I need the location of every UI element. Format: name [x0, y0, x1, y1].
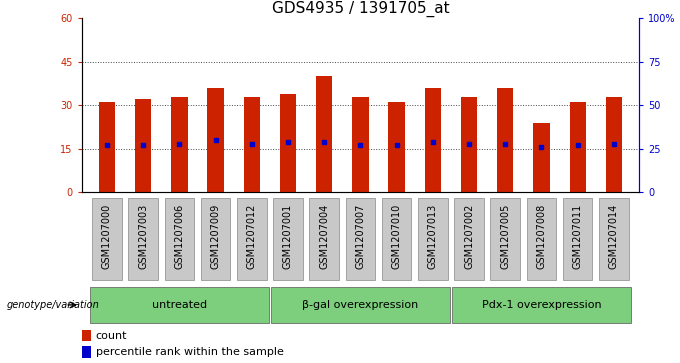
Bar	[207, 88, 224, 192]
FancyBboxPatch shape	[563, 198, 592, 280]
Text: GSM1207013: GSM1207013	[428, 203, 438, 269]
FancyBboxPatch shape	[90, 287, 269, 323]
Text: GSM1207002: GSM1207002	[464, 203, 474, 269]
Bar	[461, 97, 477, 192]
FancyBboxPatch shape	[273, 198, 303, 280]
Text: GSM1207011: GSM1207011	[573, 203, 583, 269]
Text: GSM1207007: GSM1207007	[356, 203, 365, 269]
Text: GSM1207004: GSM1207004	[319, 203, 329, 269]
FancyBboxPatch shape	[452, 287, 631, 323]
Bar	[82, 346, 91, 358]
Bar	[606, 97, 622, 192]
Text: GSM1207006: GSM1207006	[174, 203, 184, 269]
FancyBboxPatch shape	[526, 198, 556, 280]
Text: GSM1207005: GSM1207005	[500, 203, 510, 269]
FancyBboxPatch shape	[454, 198, 484, 280]
FancyBboxPatch shape	[599, 198, 629, 280]
Bar	[99, 102, 115, 192]
Bar	[570, 102, 585, 192]
FancyBboxPatch shape	[201, 198, 231, 280]
Bar	[82, 330, 91, 341]
Text: Pdx-1 overexpression: Pdx-1 overexpression	[481, 300, 601, 310]
FancyBboxPatch shape	[237, 198, 267, 280]
Text: GSM1207008: GSM1207008	[537, 203, 547, 269]
Text: percentile rank within the sample: percentile rank within the sample	[95, 347, 284, 357]
Title: GDS4935 / 1391705_at: GDS4935 / 1391705_at	[271, 1, 449, 17]
Text: β-gal overexpression: β-gal overexpression	[303, 300, 418, 310]
FancyBboxPatch shape	[129, 198, 158, 280]
FancyBboxPatch shape	[418, 198, 447, 280]
Text: GSM1207003: GSM1207003	[138, 203, 148, 269]
Text: GSM1207001: GSM1207001	[283, 203, 293, 269]
Bar	[388, 102, 405, 192]
Bar	[497, 88, 513, 192]
Bar	[243, 97, 260, 192]
Text: GSM1207010: GSM1207010	[392, 203, 402, 269]
Bar	[280, 94, 296, 192]
Text: untreated: untreated	[152, 300, 207, 310]
Bar	[533, 123, 549, 192]
FancyBboxPatch shape	[345, 198, 375, 280]
Bar	[352, 97, 369, 192]
FancyBboxPatch shape	[271, 287, 450, 323]
Bar	[135, 99, 151, 192]
FancyBboxPatch shape	[309, 198, 339, 280]
FancyBboxPatch shape	[490, 198, 520, 280]
Text: count: count	[95, 331, 127, 341]
Text: GSM1207000: GSM1207000	[102, 203, 112, 269]
Bar	[425, 88, 441, 192]
Text: GSM1207009: GSM1207009	[211, 203, 220, 269]
FancyBboxPatch shape	[165, 198, 194, 280]
Bar	[171, 97, 188, 192]
Text: GSM1207014: GSM1207014	[609, 203, 619, 269]
FancyBboxPatch shape	[381, 198, 411, 280]
Bar	[316, 76, 333, 192]
Text: GSM1207012: GSM1207012	[247, 203, 257, 269]
Text: genotype/variation: genotype/variation	[7, 300, 99, 310]
FancyBboxPatch shape	[92, 198, 122, 280]
